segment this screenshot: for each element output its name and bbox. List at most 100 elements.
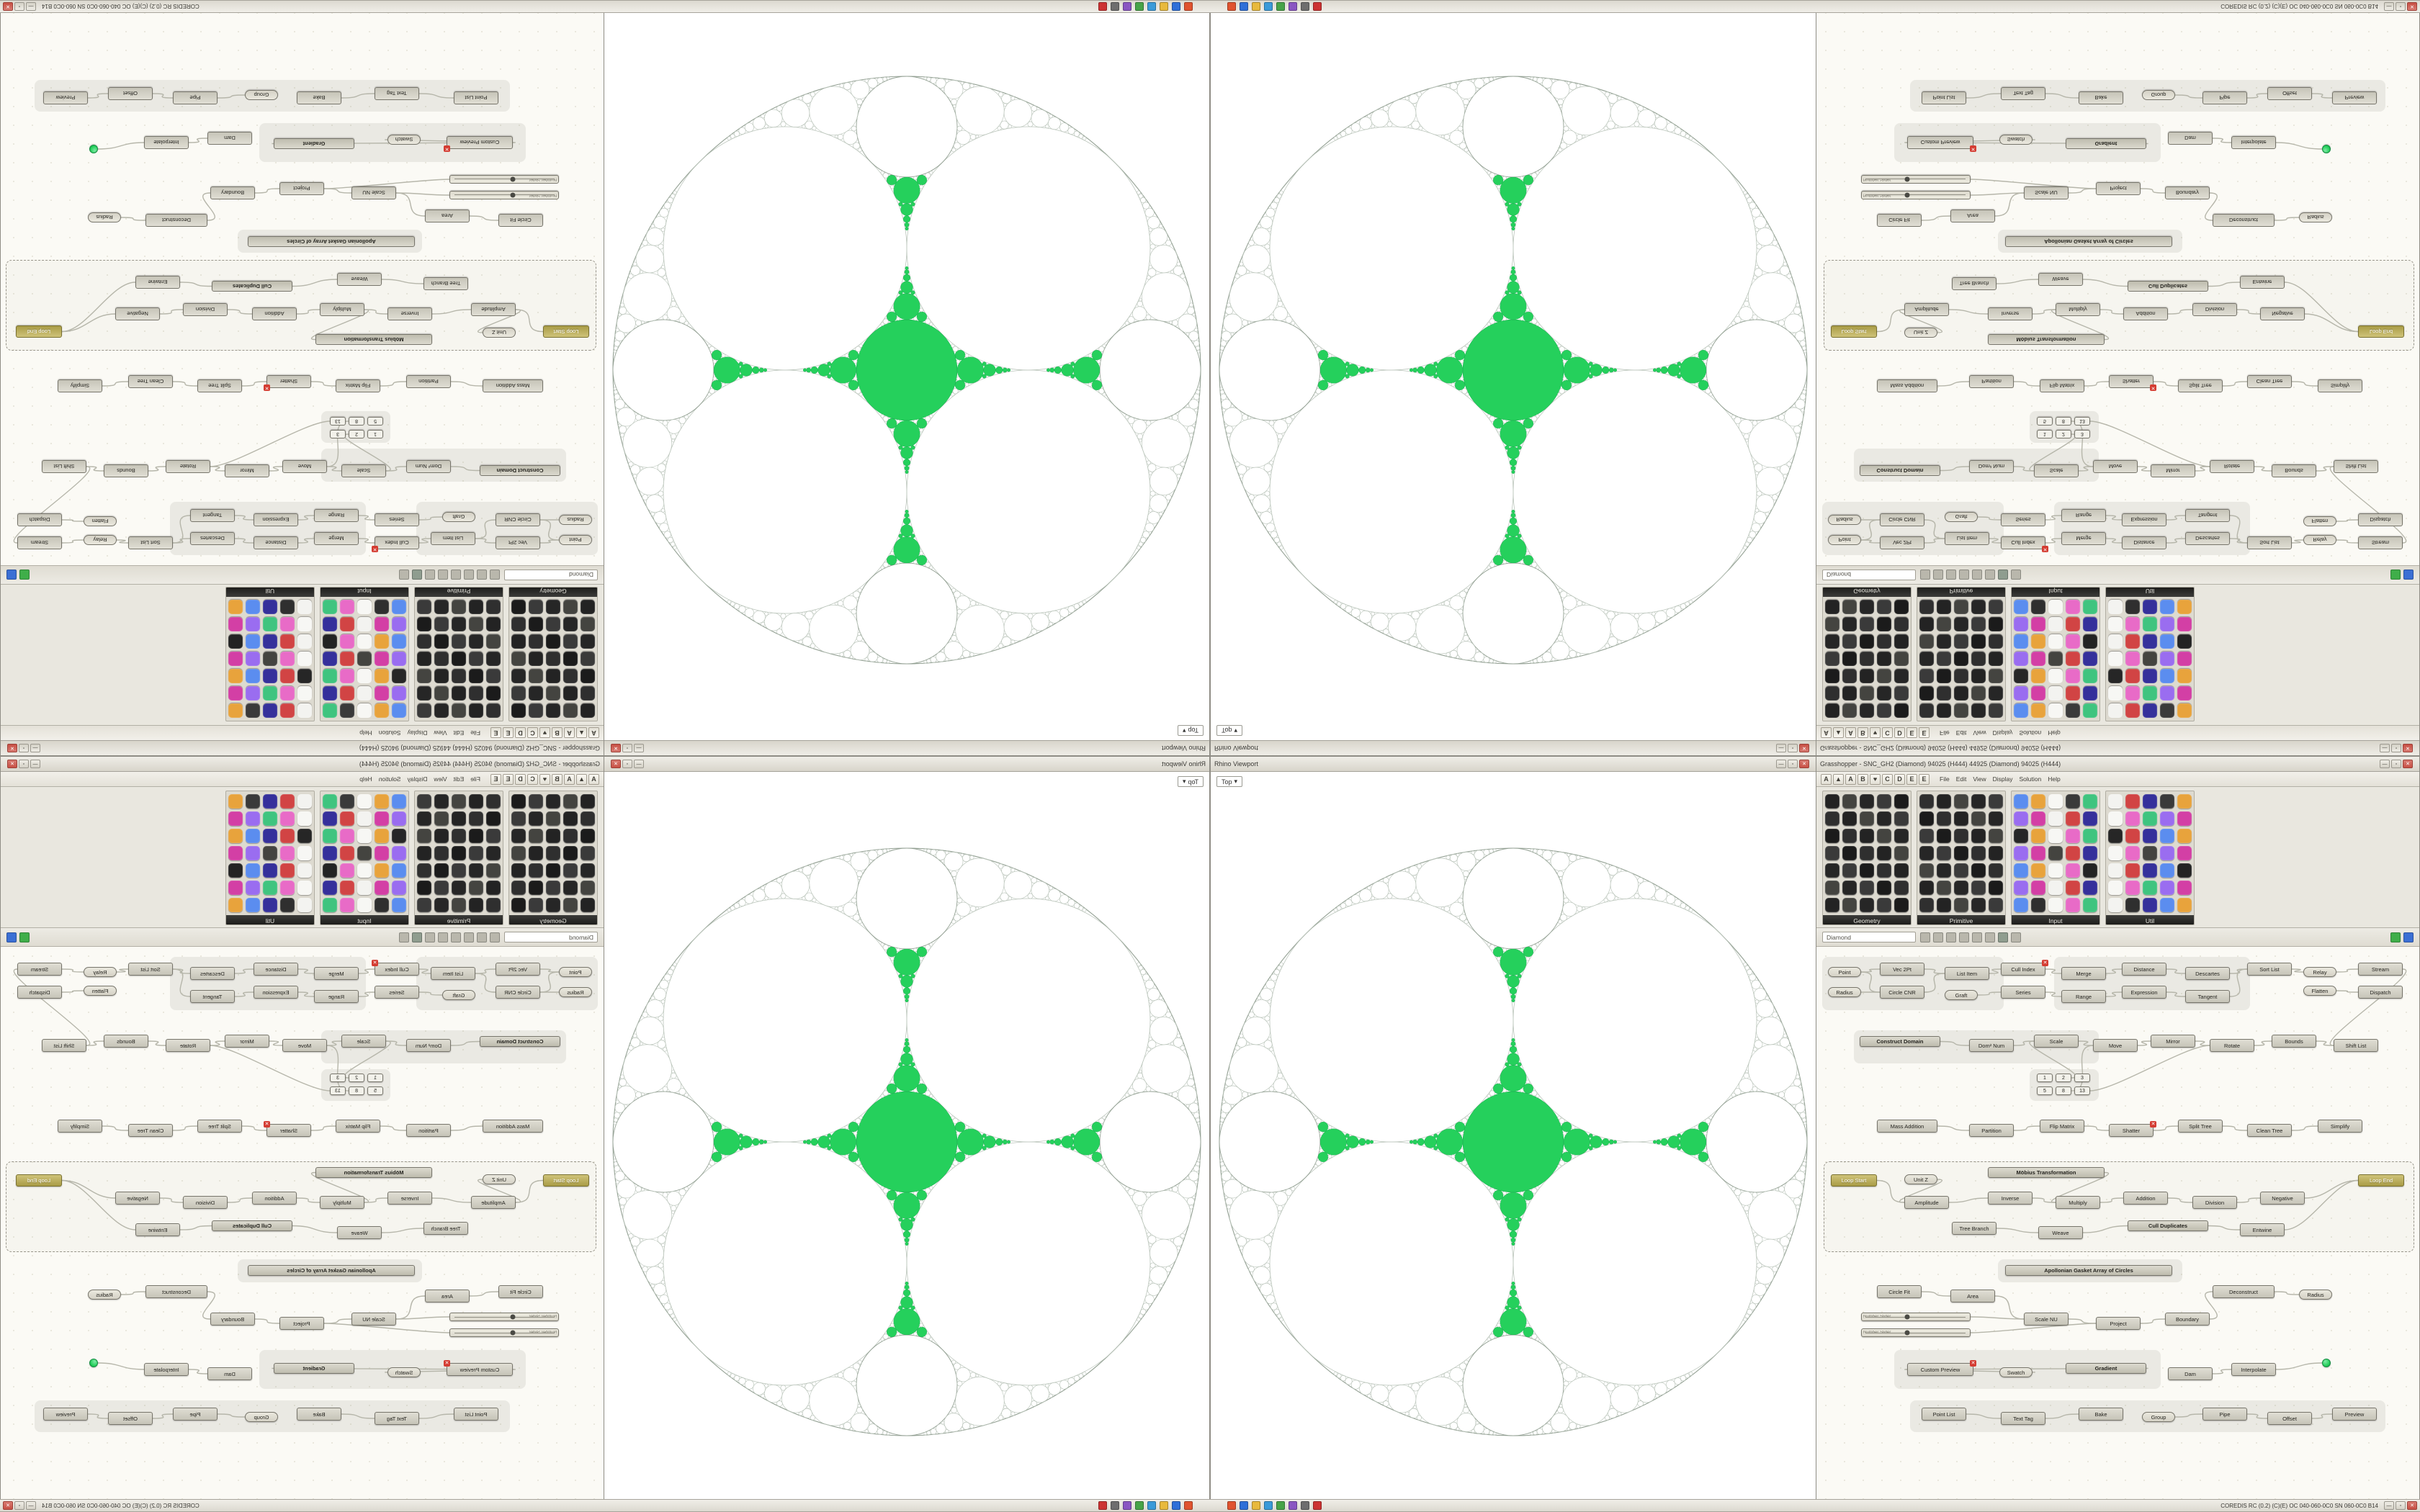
app-icon[interactable] bbox=[1240, 1501, 1248, 1510]
component-icon[interactable] bbox=[434, 829, 449, 843]
palette-group-label[interactable]: Input bbox=[2012, 587, 2099, 597]
component-icon[interactable] bbox=[1971, 634, 1986, 649]
component-icon[interactable] bbox=[417, 600, 431, 614]
gh-node[interactable]: Rotate bbox=[166, 460, 210, 473]
gh-node[interactable]: Range bbox=[314, 990, 359, 1003]
component-icon[interactable] bbox=[434, 846, 449, 860]
grid-view-icon[interactable] bbox=[2390, 570, 2401, 580]
component-icon[interactable] bbox=[546, 652, 560, 666]
component-icon[interactable] bbox=[297, 846, 312, 860]
component-icon[interactable] bbox=[563, 634, 578, 649]
gh-node[interactable]: Tangent bbox=[190, 509, 235, 522]
app-icon[interactable] bbox=[1111, 1501, 1119, 1510]
app-icon[interactable] bbox=[1098, 2, 1107, 11]
gh-node[interactable]: 5 bbox=[367, 417, 383, 426]
gh-node[interactable]: Inverse bbox=[387, 307, 432, 320]
component-icon[interactable] bbox=[357, 846, 372, 860]
gh-node[interactable]: Vec 2Pt bbox=[496, 963, 540, 976]
component-icon[interactable] bbox=[280, 652, 295, 666]
component-icon[interactable] bbox=[1989, 846, 2003, 860]
gh-node[interactable]: Descartes bbox=[190, 967, 235, 980]
component-icon[interactable] bbox=[2083, 634, 2097, 649]
component-icon[interactable] bbox=[529, 829, 543, 843]
gh-node[interactable]: Loop Start bbox=[543, 1174, 589, 1187]
component-icon[interactable] bbox=[486, 652, 501, 666]
grid-view-icon[interactable] bbox=[19, 570, 30, 580]
palette-group-label[interactable]: Util bbox=[2106, 587, 2194, 597]
component-icon[interactable] bbox=[546, 686, 560, 701]
tab-shape-icon[interactable]: ▲ bbox=[1833, 727, 1844, 739]
gh-node[interactable]: Multiply bbox=[320, 303, 364, 316]
gh-node[interactable]: Number Slider bbox=[1861, 175, 1971, 184]
gh-node[interactable]: Stream bbox=[2358, 963, 2403, 976]
app-icon[interactable] bbox=[1098, 1501, 1107, 1510]
component-icon[interactable] bbox=[1954, 829, 1968, 843]
gh-node[interactable]: Shift List bbox=[42, 1039, 86, 1052]
component-icon[interactable] bbox=[392, 829, 406, 843]
component-icon[interactable] bbox=[2160, 617, 2174, 631]
component-icon[interactable] bbox=[323, 686, 337, 701]
component-icon[interactable] bbox=[1894, 703, 1909, 718]
gh-node[interactable]: Descartes bbox=[2185, 532, 2230, 545]
gh-node[interactable]: Swatch bbox=[387, 1367, 421, 1377]
component-icon[interactable] bbox=[2177, 686, 2192, 701]
gh-node[interactable]: Amplitude bbox=[1904, 1196, 1949, 1209]
component-icon[interactable] bbox=[2143, 811, 2157, 826]
component-icon[interactable] bbox=[2177, 846, 2192, 860]
component-icon[interactable] bbox=[1971, 829, 1986, 843]
component-icon[interactable] bbox=[2083, 600, 2097, 614]
component-icon[interactable] bbox=[581, 652, 595, 666]
component-icon[interactable] bbox=[392, 863, 406, 878]
component-icon[interactable] bbox=[2048, 686, 2063, 701]
gh-node[interactable]: Deconstruct bbox=[145, 1285, 207, 1298]
gh-node[interactable]: 2 bbox=[349, 1074, 364, 1082]
spreadsheet-icon[interactable] bbox=[6, 570, 17, 580]
component-icon[interactable] bbox=[2108, 846, 2123, 860]
gh-node[interactable]: Addition bbox=[2123, 307, 2168, 320]
component-icon[interactable] bbox=[1894, 652, 1909, 666]
component-icon[interactable] bbox=[563, 703, 578, 718]
component-icon[interactable] bbox=[2014, 794, 2028, 809]
tab-letter[interactable]: A bbox=[1845, 773, 1856, 785]
component-icon[interactable] bbox=[2143, 652, 2157, 666]
component-icon[interactable] bbox=[1860, 863, 1874, 878]
component-icon[interactable] bbox=[228, 600, 243, 614]
component-icon[interactable] bbox=[263, 794, 277, 809]
component-icon[interactable] bbox=[563, 829, 578, 843]
component-icon[interactable] bbox=[280, 898, 295, 912]
component-icon[interactable] bbox=[392, 634, 406, 649]
component-icon[interactable] bbox=[2125, 811, 2140, 826]
minimize-button[interactable]: — bbox=[2384, 1501, 2394, 1510]
component-icon[interactable] bbox=[392, 794, 406, 809]
component-icon[interactable] bbox=[1825, 863, 1839, 878]
camera-icon[interactable] bbox=[2011, 570, 2021, 580]
component-icon[interactable] bbox=[297, 811, 312, 826]
minimize-button[interactable]: — bbox=[2380, 760, 2390, 768]
component-icon[interactable] bbox=[2048, 794, 2063, 809]
component-icon[interactable] bbox=[486, 829, 501, 843]
component-icon[interactable] bbox=[280, 669, 295, 683]
component-icon[interactable] bbox=[323, 600, 337, 614]
component-icon[interactable] bbox=[1919, 811, 1934, 826]
tab-shape-icon[interactable]: ♥ bbox=[1870, 773, 1881, 785]
component-icon[interactable] bbox=[1954, 686, 1968, 701]
component-icon[interactable] bbox=[1860, 669, 1874, 683]
component-icon[interactable] bbox=[1954, 669, 1968, 683]
close-button[interactable]: ✕ bbox=[2407, 2, 2417, 11]
gh-node[interactable]: Preview bbox=[43, 91, 88, 104]
component-icon[interactable] bbox=[2143, 898, 2157, 912]
gh-node[interactable]: Graft bbox=[442, 990, 475, 1000]
maximize-button[interactable]: ▫ bbox=[2396, 2, 2406, 11]
gh-node[interactable]: Point bbox=[559, 535, 592, 545]
component-icon[interactable] bbox=[546, 600, 560, 614]
gh-node[interactable]: Text Tag bbox=[375, 1412, 419, 1425]
gh-node[interactable]: Range bbox=[2061, 990, 2106, 1003]
component-icon[interactable] bbox=[1937, 846, 1951, 860]
component-icon[interactable] bbox=[2160, 652, 2174, 666]
component-icon[interactable] bbox=[1877, 794, 1891, 809]
component-icon[interactable] bbox=[1971, 846, 1986, 860]
gh-node[interactable]: Cull Index ✕ bbox=[372, 960, 419, 976]
component-icon[interactable] bbox=[1825, 794, 1839, 809]
zoom-icon[interactable] bbox=[464, 932, 474, 942]
component-icon[interactable] bbox=[469, 634, 483, 649]
